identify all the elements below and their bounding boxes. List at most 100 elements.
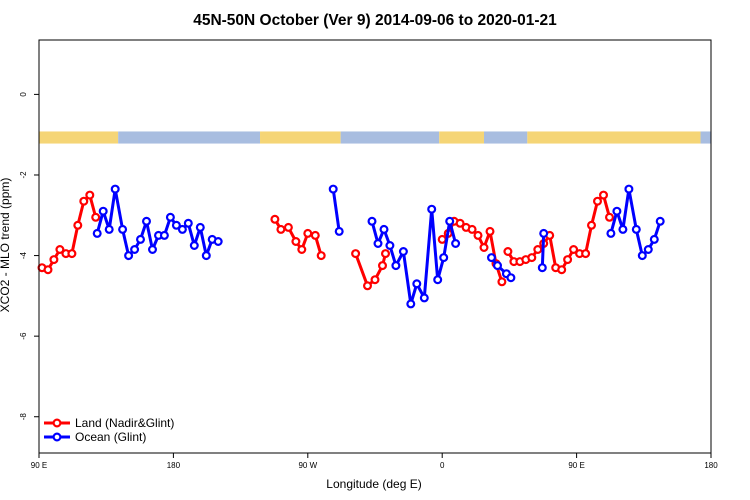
data-point: [104, 224, 114, 234]
data-point: [612, 206, 622, 216]
series-line: [540, 233, 546, 268]
plot-frame: [38, 39, 712, 454]
data-point: [493, 261, 503, 271]
data-point: [92, 228, 102, 238]
data-point: [439, 253, 449, 263]
band-ocean-segment: [700, 131, 711, 144]
y-axis: 0 -2 -4 -6 -8: [19, 92, 39, 421]
data-point: [98, 206, 108, 216]
data-point: [73, 220, 83, 230]
data-point: [303, 228, 313, 238]
data-point: [189, 241, 199, 251]
data-point: [557, 265, 567, 275]
data-point: [43, 265, 53, 275]
data-point: [373, 239, 383, 249]
data-point: [433, 275, 443, 285]
band-land-segment: [39, 131, 119, 144]
data-point: [527, 253, 537, 263]
data-point: [379, 224, 389, 234]
data-point: [165, 212, 175, 222]
data-point: [367, 216, 377, 226]
data-point: [643, 245, 653, 255]
data-point: [497, 277, 507, 287]
data-point: [142, 216, 152, 226]
data-point: [136, 234, 146, 244]
y-tick-label: -2: [19, 171, 28, 179]
data-point: [485, 226, 495, 236]
data-point: [479, 243, 489, 253]
data-point: [581, 249, 591, 259]
data-point: [537, 263, 547, 273]
x-tick-label: 90 W: [298, 461, 317, 470]
data-point: [370, 275, 380, 285]
data-point: [637, 251, 647, 261]
x-tick-label: 180: [704, 461, 718, 470]
data-point: [283, 222, 293, 232]
data-point: [533, 245, 543, 255]
band-ocean-segment: [484, 131, 528, 144]
data-point: [310, 230, 320, 240]
series-layer: [37, 184, 665, 309]
data-point: [201, 251, 211, 261]
data-point: [624, 184, 634, 194]
chart-title: 45N-50N October (Ver 9) 2014-09-06 to 20…: [193, 12, 557, 29]
data-point: [124, 251, 134, 261]
band-ocean-segment: [340, 131, 440, 144]
band-land-segment: [527, 131, 701, 144]
data-point: [148, 245, 158, 255]
x-tick-label: 90 E: [31, 461, 47, 470]
data-point: [183, 218, 193, 228]
band-land-segment: [439, 131, 485, 144]
data-point: [316, 251, 326, 261]
legend: Land (Nadir&Glint)Ocean (Glint): [44, 416, 174, 444]
data-point: [177, 224, 187, 234]
data-point: [598, 190, 608, 200]
data-point: [563, 255, 573, 265]
data-point: [445, 216, 455, 226]
band-ocean-segment: [118, 131, 261, 144]
y-tick-label: -8: [19, 413, 28, 421]
data-point: [437, 234, 447, 244]
x-tick-label: 180: [167, 461, 181, 470]
y-tick-label: 0: [19, 92, 28, 97]
data-point: [455, 218, 465, 228]
y-axis-label: XCO2 - MLO trend (ppm): [0, 178, 12, 313]
y-tick-label: -6: [19, 332, 28, 340]
data-point: [67, 249, 77, 259]
data-point: [503, 247, 513, 257]
data-point: [195, 222, 205, 232]
legend-marker: [52, 432, 62, 442]
band-land-segment: [260, 131, 341, 144]
data-point: [473, 230, 483, 240]
series-ocean: [92, 184, 665, 309]
data-point: [213, 237, 223, 247]
data-point: [49, 255, 59, 265]
data-point: [604, 212, 614, 222]
data-point: [171, 220, 181, 230]
land-ocean-band: [39, 131, 711, 144]
data-point: [506, 273, 516, 283]
data-point: [539, 228, 549, 238]
data-point: [406, 299, 416, 309]
data-point: [451, 239, 461, 249]
data-point: [55, 245, 65, 255]
x-axis-label: Longitude (deg E): [326, 477, 421, 491]
legend-label: Ocean (Glint): [75, 430, 146, 444]
data-point: [159, 230, 169, 240]
x-tick-label: 90 E: [568, 461, 584, 470]
data-point: [467, 224, 477, 234]
data-point: [381, 249, 391, 259]
data-point: [419, 293, 429, 303]
y-tick-label: -4: [19, 251, 28, 259]
data-point: [85, 190, 95, 200]
data-point: [631, 224, 641, 234]
data-point: [427, 204, 437, 214]
data-point: [351, 249, 361, 259]
data-point: [118, 224, 128, 234]
x-axis: 90 E 180 90 W 0 90 E 180: [31, 453, 718, 470]
series-line: [95, 187, 219, 258]
series-line: [331, 188, 341, 232]
legend-marker: [52, 418, 62, 428]
data-point: [606, 228, 616, 238]
